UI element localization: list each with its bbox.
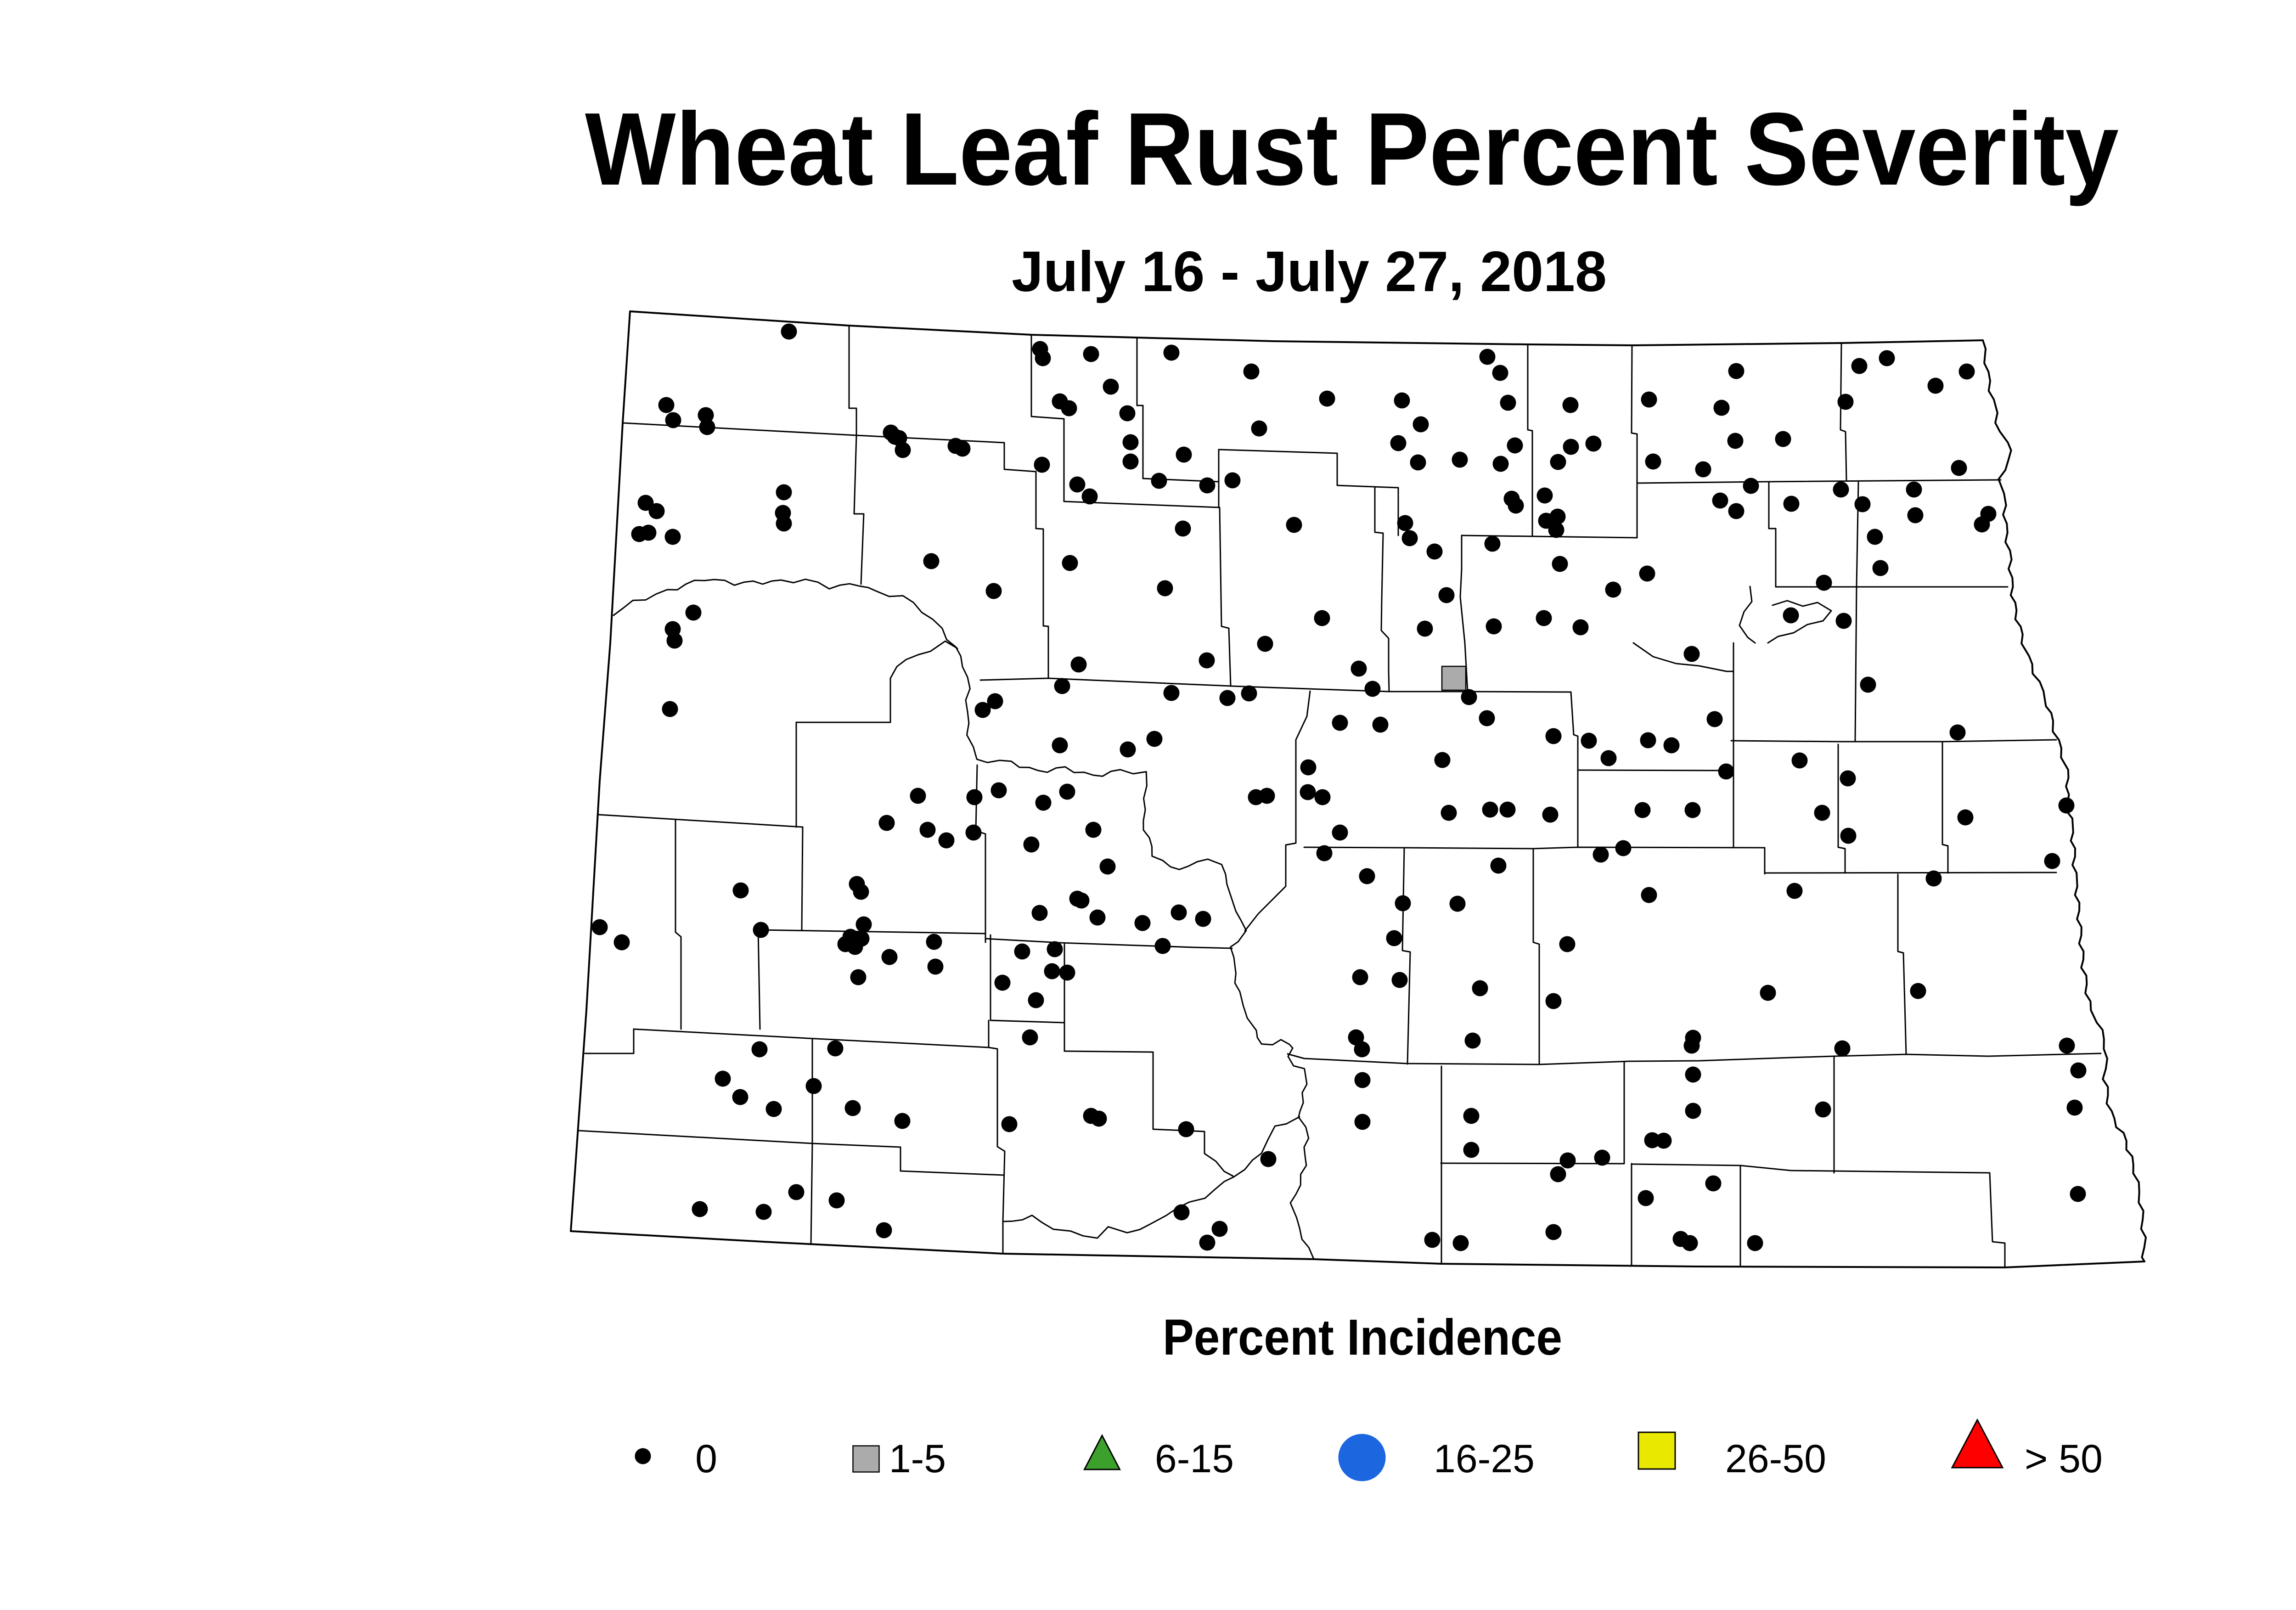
svg-text:26-50: 26-50	[1725, 1437, 1826, 1481]
svg-text:Wheat Leaf Rust Percent Severi: Wheat Leaf Rust Percent Severity	[585, 91, 2119, 207]
svg-text:16-25: 16-25	[1434, 1437, 1535, 1481]
svg-text:0: 0	[695, 1437, 717, 1481]
svg-text:1-5: 1-5	[889, 1437, 946, 1481]
svg-text:> 50: > 50	[2025, 1437, 2103, 1481]
svg-text:Percent Incidence: Percent Incidence	[1163, 1309, 1562, 1366]
svg-text:July 16 - July 27, 2018: July 16 - July 27, 2018	[1012, 240, 1607, 304]
svg-text:6-15: 6-15	[1155, 1437, 1234, 1481]
